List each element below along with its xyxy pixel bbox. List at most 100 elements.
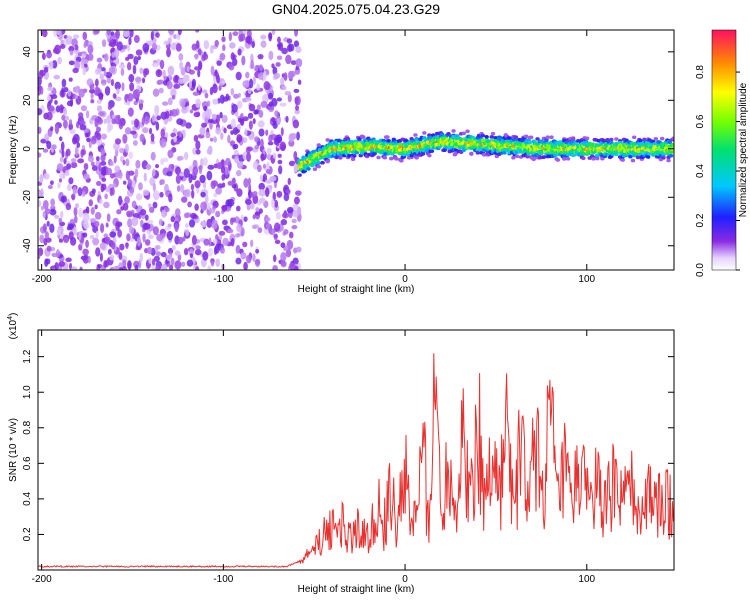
heatmap-noise-cell: [99, 242, 106, 250]
heatmap-noise-cell: [239, 33, 246, 42]
heatmap-noise-cell: [54, 99, 58, 105]
heatmap-noise-cell: [90, 135, 97, 145]
heatmap-noise-cell: [166, 230, 174, 241]
heatmap-noise-cell: [233, 143, 239, 150]
heatmap-noise-cell: [148, 127, 153, 135]
heatmap-ridge-cell: [484, 135, 489, 139]
heatmap-noise-cell: [142, 233, 146, 243]
heatmap-noise-cell: [166, 80, 173, 90]
heatmap-noise-cell: [132, 64, 137, 75]
heatmap-noise-cell: [166, 254, 172, 260]
heatmap-noise-cell: [44, 231, 50, 239]
heatmap-noise-cell: [292, 122, 299, 128]
heatmap-noise-cell: [236, 161, 244, 169]
heatmap-noise-cell: [113, 48, 120, 58]
heatmap-noise-cell: [199, 126, 206, 136]
heatmap-noise-cell: [124, 127, 132, 135]
heatmap-noise-cell: [155, 32, 160, 38]
heatmap-noise-cell: [95, 230, 99, 239]
heatmap-noise-cell: [90, 92, 94, 100]
heatmap-noise-cell: [216, 162, 223, 170]
heatmap-noise-cell: [122, 133, 128, 144]
y-tick-label: -40: [22, 238, 33, 253]
heatmap-noise-cell: [83, 162, 89, 171]
heatmap-noise-cell: [99, 73, 105, 81]
heatmap-noise-cell: [112, 93, 117, 99]
heatmap-noise-cell: [176, 156, 182, 161]
heatmap-ridge-cell: [414, 137, 419, 142]
heatmap-noise-cell: [121, 82, 125, 92]
heatmap-noise-cell: [122, 159, 126, 166]
heatmap-ridge-cell: [620, 158, 625, 162]
heatmap-ridge-cell: [601, 138, 606, 143]
heatmap-noise-cell: [118, 267, 123, 270]
heatmap-noise-cell: [240, 252, 247, 260]
heatmap-noise-cell: [246, 254, 252, 264]
heatmap-noise-cell: [263, 81, 271, 91]
heatmap-noise-cell: [78, 230, 82, 241]
heatmap-noise-cell: [128, 73, 135, 83]
heatmap-noise-cell: [155, 251, 162, 256]
heatmap-ridge-cell: [376, 155, 381, 160]
heatmap-noise-cell: [83, 221, 90, 230]
heatmap-noise-cell: [288, 70, 296, 78]
heatmap-noise-cell: [94, 68, 102, 75]
heatmap-noise-cell: [107, 105, 112, 111]
heatmap-noise-cell: [162, 69, 166, 79]
heatmap-noise-cell: [125, 242, 129, 249]
heatmap-noise-cell: [143, 172, 147, 182]
heatmap-noise-cell: [82, 173, 90, 180]
heatmap-noise-cell: [49, 223, 55, 234]
heatmap-noise-cell: [245, 71, 250, 79]
heatmap-noise-cell: [293, 40, 300, 48]
heatmap-noise-cell: [260, 153, 265, 162]
heatmap-noise-cell: [63, 157, 67, 165]
heatmap-noise-cell: [150, 30, 154, 41]
heatmap-noise-cell: [72, 67, 79, 74]
heatmap-noise-cell: [207, 247, 214, 257]
heatmap-noise-cell: [51, 60, 58, 69]
heatmap-ridge-cell: [354, 150, 360, 155]
heatmap-noise-cell: [46, 220, 50, 227]
heatmap-noise-cell: [133, 56, 139, 65]
heatmap-noise-cell: [214, 39, 219, 47]
heatmap-noise-cell: [75, 85, 81, 92]
spectrogram-y-label: Frequency (Hz): [8, 116, 19, 185]
heatmap-noise-cell: [151, 258, 156, 266]
heatmap-noise-cell: [272, 120, 278, 129]
heatmap-noise-cell: [254, 211, 261, 216]
heatmap-noise-cell: [65, 202, 72, 211]
heatmap-noise-cell: [232, 31, 239, 37]
heatmap-noise-cell: [170, 42, 177, 51]
heatmap-noise-cell: [68, 122, 73, 131]
heatmap-noise-cell: [134, 88, 141, 99]
heatmap-noise-cell: [101, 177, 107, 182]
heatmap-noise-cell: [252, 118, 256, 125]
heatmap-noise-cell: [267, 105, 275, 111]
heatmap-noise-cell: [74, 44, 79, 51]
heatmap-noise-cell: [58, 238, 63, 243]
heatmap-noise-cell: [258, 197, 266, 204]
heatmap-noise-cell: [43, 237, 48, 246]
heatmap-noise-cell: [78, 88, 85, 98]
heatmap-noise-cell: [173, 136, 177, 143]
heatmap-noise-cell: [47, 185, 53, 190]
heatmap-noise-cell: [81, 53, 87, 59]
heatmap-noise-cell: [56, 228, 62, 236]
heatmap-noise-cell: [205, 108, 212, 118]
heatmap-noise-cell: [296, 131, 300, 141]
heatmap-noise-cell: [284, 245, 289, 251]
heatmap-noise-cell: [101, 39, 107, 48]
heatmap-noise-cell: [65, 35, 73, 45]
heatmap-noise-cell: [74, 94, 79, 99]
snr-series-line: [38, 353, 674, 569]
heatmap-noise-cell: [76, 142, 81, 148]
heatmap-noise-cell: [194, 180, 201, 189]
heatmap-noise-cell: [237, 48, 242, 56]
heatmap-noise-cell: [171, 95, 176, 100]
heatmap-noise-cell: [46, 95, 52, 101]
heatmap-noise-cell: [260, 138, 264, 149]
heatmap-noise-cell: [40, 205, 44, 211]
heatmap-noise-cell: [96, 132, 102, 141]
